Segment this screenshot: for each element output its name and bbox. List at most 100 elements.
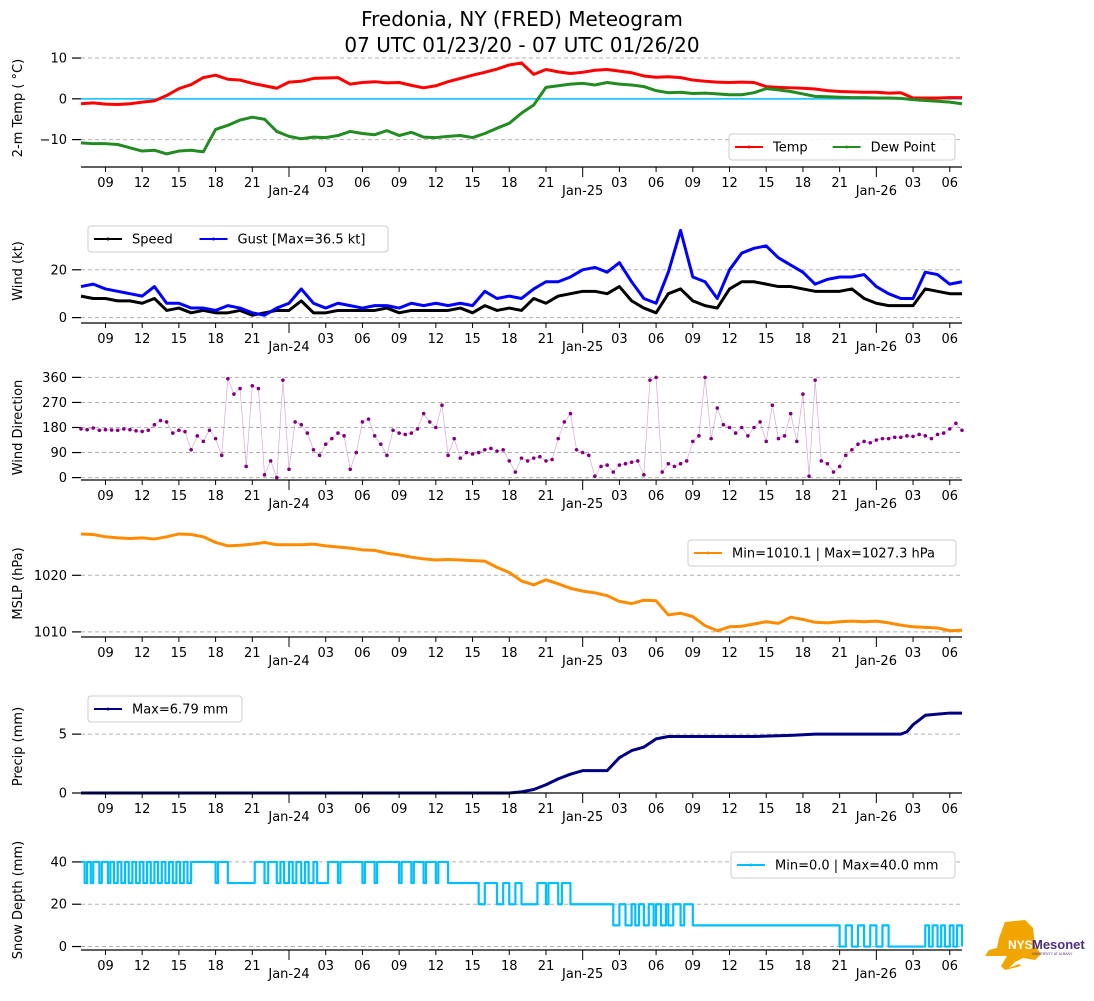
x-tick-label: 06 — [648, 332, 665, 347]
data-point — [947, 427, 952, 431]
x-tick-label: 18 — [795, 959, 812, 974]
data-point — [697, 434, 701, 438]
data-point — [556, 436, 561, 441]
data-point — [201, 439, 206, 444]
legend-label: Gust [Max=36.5 kt] — [238, 233, 366, 248]
x-tick-label: 21 — [244, 176, 261, 191]
x-tick-label: 15 — [758, 332, 775, 347]
x-tick-label: 12 — [428, 332, 445, 347]
data-point — [146, 428, 151, 433]
x-tick-label: 09 — [685, 176, 702, 191]
data-point — [935, 432, 940, 437]
data-point — [189, 447, 193, 452]
x-tick-label: 21 — [538, 176, 555, 191]
data-point — [458, 456, 463, 460]
data-point — [330, 436, 334, 441]
x-tick-label: 21 — [538, 646, 555, 661]
x-tick-label: 12 — [134, 959, 151, 974]
panel-wind: 20 0 Wind (kt) 09 12 15 18 21 03 06 09 12 15 18 21 03 06… — [11, 225, 963, 355]
data-point — [752, 425, 756, 430]
legend-label: Temp — [772, 141, 808, 156]
data-point — [470, 452, 475, 456]
x-tick-label: 15 — [758, 489, 775, 504]
x-tick-label: 09 — [97, 489, 114, 504]
logo-nys-text: NYS — [1008, 938, 1033, 952]
data-point — [348, 467, 352, 472]
legend-label: Dew Point — [871, 141, 936, 156]
x-tick-label: 15 — [171, 332, 188, 347]
x-tick-label: 12 — [721, 489, 738, 504]
y-tick-label: 10 — [50, 52, 67, 67]
data-point — [213, 436, 218, 441]
x-tick-label: 18 — [795, 802, 812, 817]
chart-title-line1: Fredonia, NY (FRED) Meteogram — [361, 7, 683, 31]
x-tick-label: 03 — [905, 646, 922, 661]
data-point — [642, 473, 646, 477]
data-point — [746, 434, 750, 438]
x-day-tick-label: Jan-24 — [267, 497, 309, 512]
data-point — [311, 447, 316, 452]
legend-label: Min=1010.1 | Max=1027.3 hPa — [732, 547, 935, 562]
data-point — [715, 406, 720, 410]
data-point — [287, 467, 291, 472]
data-point — [954, 421, 958, 426]
x-tick-label: 21 — [831, 489, 848, 504]
y-tick-label: 0 — [59, 311, 67, 326]
x-tick-label: 18 — [207, 489, 224, 504]
x-tick-label: 21 — [538, 802, 555, 817]
x-tick-label: 12 — [721, 646, 738, 661]
x-tick-label: 21 — [244, 489, 261, 504]
legend-box — [87, 695, 243, 723]
x-tick-label: 03 — [611, 959, 628, 974]
data-point — [397, 431, 401, 435]
x-tick-label: 06 — [648, 176, 665, 191]
y-axis-label: Wind (kt) — [11, 241, 26, 301]
x-tick-label: 15 — [758, 802, 775, 817]
x-tick-label: 09 — [97, 959, 114, 974]
data-point — [599, 464, 603, 469]
data-point — [238, 386, 242, 391]
data-point — [354, 450, 359, 455]
x-day-tick-label: Jan-24 — [267, 340, 309, 355]
data-point — [134, 429, 138, 433]
data-point — [299, 422, 304, 427]
data-point — [170, 431, 175, 435]
data-point — [391, 428, 395, 433]
x-tick-label: 06 — [941, 332, 958, 347]
x-day-tick-label: Jan-25 — [561, 340, 603, 355]
x-tick-label: 12 — [428, 802, 445, 817]
x-tick-label: 15 — [171, 489, 188, 504]
y-tick-label: 20 — [50, 263, 67, 278]
data-point — [550, 457, 554, 462]
data-point — [244, 464, 248, 469]
series-line-gust-max-36-5-kt- — [80, 228, 963, 317]
data-point — [801, 392, 805, 396]
data-point — [513, 470, 518, 474]
data-point — [177, 428, 181, 433]
x-tick-label: 15 — [758, 959, 775, 974]
data-point — [122, 427, 126, 431]
x-tick-label: 09 — [391, 489, 408, 504]
y-tick-label: 1010 — [34, 625, 67, 640]
data-point — [97, 428, 102, 433]
x-tick-label: 03 — [317, 959, 334, 974]
data-point — [317, 453, 322, 458]
data-point — [489, 446, 493, 451]
data-point — [293, 420, 297, 424]
x-tick-label: 15 — [758, 176, 775, 191]
x-day-tick-label: Jan-25 — [561, 497, 603, 512]
data-point — [128, 427, 132, 432]
x-tick-label: 09 — [685, 646, 702, 661]
x-tick-label: 21 — [831, 332, 848, 347]
panel-precip: 5 0 Precip (mm) 09 12 15 18 21 03 06 09 12 15 18 21 03 0… — [11, 695, 962, 825]
x-tick-label: 15 — [171, 802, 188, 817]
data-point — [795, 439, 799, 444]
x-tick-label: 06 — [648, 489, 665, 504]
x-tick-label: 09 — [685, 802, 702, 817]
x-tick-label: 21 — [831, 646, 848, 661]
data-point — [79, 427, 83, 431]
data-point — [323, 442, 328, 447]
y-axis-label: 2-m Temp ( °C) — [11, 59, 26, 157]
x-day-tick-label: Jan-24 — [267, 967, 309, 982]
data-point — [452, 436, 457, 441]
